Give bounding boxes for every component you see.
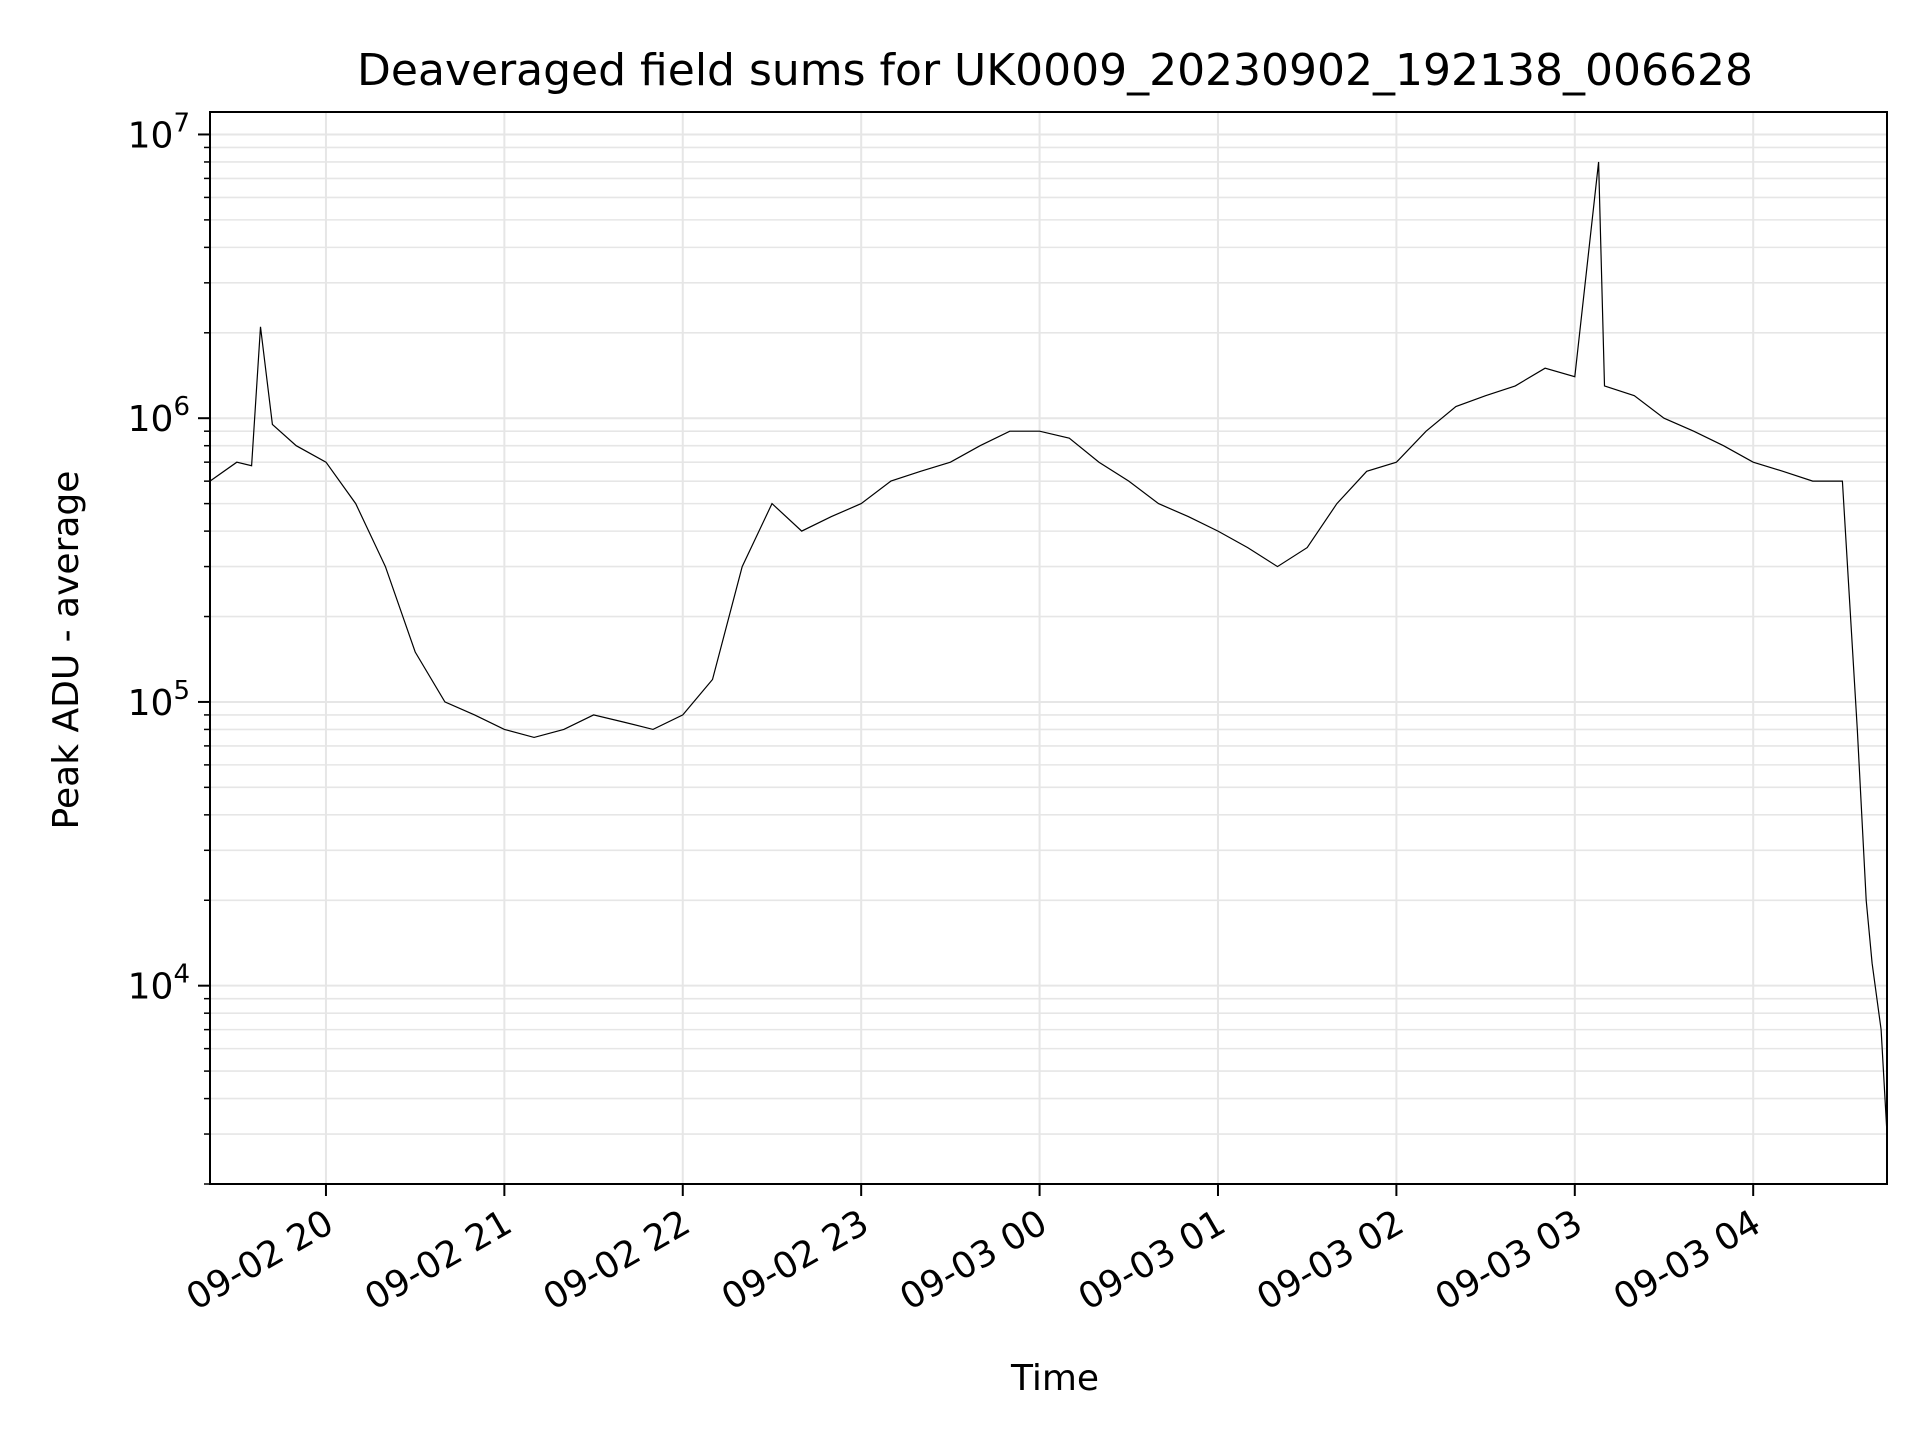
y-axis-label: Peak ADU - average — [46, 471, 87, 830]
y-tick-label-exponent: 5 — [173, 676, 190, 706]
y-tick-label-base: 10 — [128, 683, 174, 724]
y-tick-label-exponent: 6 — [173, 392, 190, 422]
y-tick-label-base: 10 — [128, 967, 174, 1008]
x-axis-label: Time — [1010, 1358, 1099, 1399]
y-tick-label-base: 10 — [128, 115, 174, 156]
y-tick-label-base: 10 — [128, 399, 174, 440]
y-tick-label-exponent: 7 — [173, 108, 190, 138]
chart-title: Deaveraged field sums for UK0009_2023090… — [357, 45, 1753, 96]
y-tick-label-exponent: 4 — [173, 960, 190, 990]
